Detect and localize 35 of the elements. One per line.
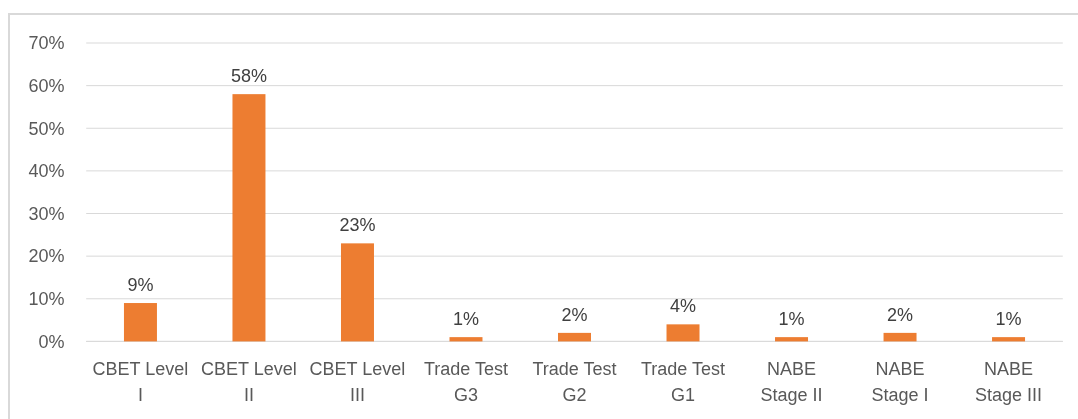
y-tick-label: 0% xyxy=(38,331,65,352)
y-tick-label: 60% xyxy=(28,75,65,96)
bar xyxy=(232,94,266,342)
data-label: 1% xyxy=(452,309,479,330)
y-tick-label: 50% xyxy=(28,118,65,139)
x-tick-label: Trade Test G1 xyxy=(640,359,726,406)
data-label: 9% xyxy=(127,275,154,296)
data-label: 2% xyxy=(887,304,914,325)
bar xyxy=(449,337,483,342)
bar xyxy=(775,337,809,342)
y-tick-label: 70% xyxy=(28,33,65,54)
data-label: 4% xyxy=(670,296,697,317)
data-label: 2% xyxy=(561,304,588,325)
x-tick-label: CBET Level III xyxy=(309,359,406,406)
y-tick-label: 30% xyxy=(28,203,65,224)
x-tick-label: NABE Stage III xyxy=(975,359,1043,406)
x-tick-label: NABE Stage I xyxy=(871,359,929,406)
bar xyxy=(883,332,917,342)
bar xyxy=(558,332,591,342)
x-tick-label: Trade Test G2 xyxy=(532,359,617,406)
y-tick-label: 20% xyxy=(28,246,65,267)
y-tick-label: 40% xyxy=(28,161,65,182)
data-label: 23% xyxy=(339,215,376,236)
data-label: 58% xyxy=(230,66,267,87)
bar xyxy=(666,324,700,342)
data-label: 1% xyxy=(778,309,805,330)
data-label: 1% xyxy=(995,309,1022,330)
x-tick-label: NABE Stage II xyxy=(760,359,823,406)
bar xyxy=(992,337,1026,342)
x-tick-label: CBET Level I xyxy=(92,359,189,406)
bar xyxy=(340,243,374,342)
y-tick-label: 10% xyxy=(28,289,65,310)
x-tick-label: CBET Level II xyxy=(201,359,297,406)
bar xyxy=(123,303,157,342)
x-tick-label: Trade Test G3 xyxy=(423,359,509,406)
